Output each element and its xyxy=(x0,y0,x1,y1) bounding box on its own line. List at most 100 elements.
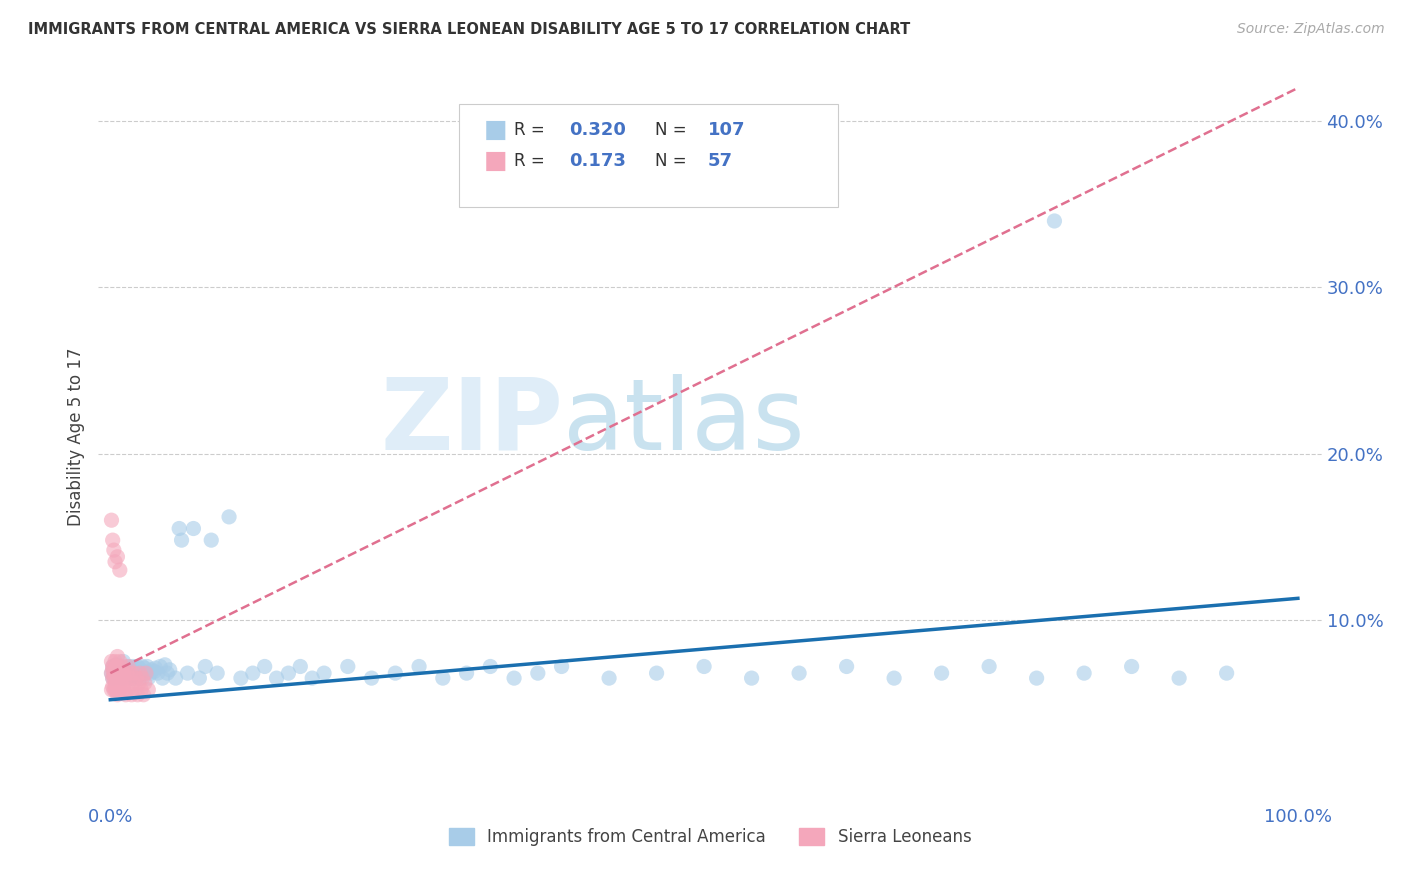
Point xyxy=(129,671,152,685)
Point xyxy=(107,659,129,673)
Point xyxy=(152,671,174,685)
Point xyxy=(108,563,131,577)
Point xyxy=(107,649,129,664)
Point xyxy=(139,666,162,681)
Point xyxy=(117,665,139,679)
Point xyxy=(883,671,905,685)
Point xyxy=(105,682,128,697)
Text: N =: N = xyxy=(655,153,692,170)
Point xyxy=(110,666,132,681)
Text: 57: 57 xyxy=(707,153,733,170)
Point xyxy=(598,671,620,685)
Point xyxy=(107,680,129,694)
Point xyxy=(143,665,166,679)
Point xyxy=(111,671,134,685)
Point xyxy=(136,682,159,697)
Point xyxy=(101,533,124,548)
Point xyxy=(101,659,124,673)
Point xyxy=(103,665,125,679)
Point xyxy=(101,663,124,677)
Point xyxy=(100,682,122,697)
Point xyxy=(253,659,276,673)
Point xyxy=(141,663,163,677)
Point xyxy=(645,666,668,681)
Point xyxy=(1215,666,1237,681)
Point xyxy=(107,666,129,681)
Point xyxy=(115,666,138,681)
Point xyxy=(101,671,124,685)
Point xyxy=(1168,671,1191,685)
Point xyxy=(128,676,150,690)
Point xyxy=(108,655,131,669)
Point xyxy=(124,663,146,677)
Point xyxy=(129,666,152,681)
Text: ■: ■ xyxy=(484,149,508,173)
Point xyxy=(122,666,145,681)
Point xyxy=(132,665,155,679)
Point xyxy=(108,661,131,675)
Point xyxy=(108,682,131,697)
Text: ZIP: ZIP xyxy=(381,374,564,471)
Point xyxy=(188,671,211,685)
Point xyxy=(125,669,148,683)
Point xyxy=(527,666,550,681)
Point xyxy=(104,555,127,569)
Point xyxy=(117,682,139,697)
Point xyxy=(118,661,141,675)
Text: ■: ■ xyxy=(484,118,508,142)
Point xyxy=(121,671,143,685)
Point xyxy=(145,661,167,675)
Point xyxy=(104,671,127,685)
Point xyxy=(100,513,122,527)
Point xyxy=(110,666,132,681)
Point xyxy=(1043,214,1066,228)
Point xyxy=(112,682,135,697)
Point xyxy=(550,659,572,673)
Point xyxy=(101,671,124,685)
Point xyxy=(108,666,131,681)
Point xyxy=(103,682,125,697)
Point xyxy=(125,671,148,685)
Point xyxy=(112,666,135,681)
Point xyxy=(205,666,228,681)
Text: Source: ZipAtlas.com: Source: ZipAtlas.com xyxy=(1237,22,1385,37)
Point xyxy=(156,666,179,681)
Point xyxy=(104,666,127,681)
Point xyxy=(266,671,288,685)
Point xyxy=(117,659,139,673)
Point xyxy=(114,663,136,677)
Point xyxy=(124,665,146,679)
Point xyxy=(104,680,127,694)
Point xyxy=(136,659,159,673)
Point xyxy=(121,667,143,681)
Point xyxy=(290,659,312,673)
Point xyxy=(112,665,135,679)
Point xyxy=(112,655,135,669)
Point xyxy=(104,655,127,669)
Point xyxy=(105,659,128,673)
Point xyxy=(360,671,382,685)
Point xyxy=(146,666,169,681)
Point xyxy=(104,682,127,697)
Point xyxy=(741,671,763,685)
Point xyxy=(170,533,193,548)
Point xyxy=(110,659,132,673)
Text: atlas: atlas xyxy=(564,374,804,471)
Point xyxy=(111,671,134,685)
Point xyxy=(134,661,156,675)
Point xyxy=(118,663,141,677)
Point xyxy=(134,676,156,690)
Point xyxy=(121,688,143,702)
Point xyxy=(153,657,176,672)
Point xyxy=(104,661,127,675)
Point xyxy=(120,665,142,679)
Point xyxy=(200,533,222,548)
Point xyxy=(107,666,129,681)
Point xyxy=(149,659,172,673)
Point xyxy=(131,659,153,673)
Point xyxy=(105,657,128,672)
Point xyxy=(122,666,145,681)
Point xyxy=(121,659,143,673)
Point xyxy=(167,521,190,535)
Point xyxy=(125,666,148,681)
